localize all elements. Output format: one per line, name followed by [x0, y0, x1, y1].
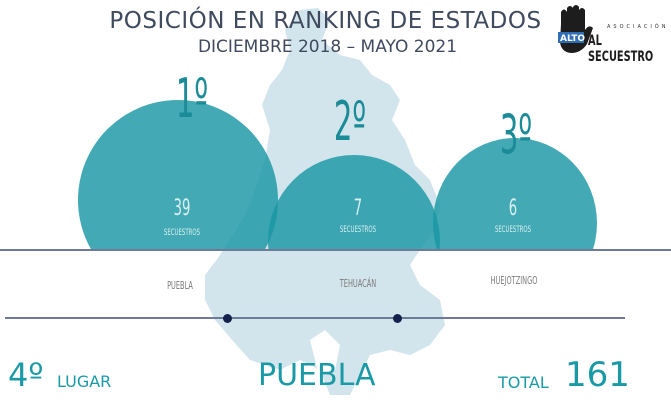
ranking-circles: 1º 2º 3º 39 7 6 SECUESTROS SECUESTROS SE… — [78, 67, 597, 250]
city-label-2: TEHUACÁN — [339, 277, 377, 290]
rank-label-1: 1º — [175, 67, 209, 130]
timeline-dot-2 — [393, 314, 402, 323]
state-name: PUEBLA — [258, 358, 376, 393]
timeline-line — [5, 317, 625, 319]
count-1: 39 — [173, 196, 191, 221]
unit-label-3: SECUESTROS — [494, 225, 532, 235]
city-label-1: PUEBLA — [167, 279, 193, 292]
place-label: LUGAR — [57, 372, 112, 391]
page-subtitle: DICIEMBRE 2018 – MAYO 2021 — [197, 37, 458, 57]
unit-label-1: SECUESTROS — [163, 228, 201, 238]
logo-alto-text: ALTO — [560, 34, 585, 44]
rank-label-3: 3º — [499, 103, 533, 166]
unit-label-2: SECUESTROS — [339, 225, 377, 235]
logo-association-text: ASOCIACIÓN — [607, 24, 669, 30]
count-2: 7 — [353, 196, 363, 221]
timeline-dot-1 — [223, 314, 232, 323]
baseline-divider — [0, 249, 671, 251]
total-label: TOTAL — [498, 373, 549, 392]
hand-stop-icon: ALTO — [558, 5, 593, 53]
place-number: 4º — [8, 356, 44, 394]
total-value: 161 — [565, 355, 630, 395]
page-title: POSICIÓN EN RANKING DE ESTADOS — [109, 8, 542, 34]
count-3: 6 — [508, 196, 518, 221]
logo-main-text: AL SECUESTRO — [588, 33, 654, 65]
rank-label-2: 2º — [333, 90, 367, 153]
ranking-circle-1 — [78, 100, 278, 250]
city-label-3: HUEJOTZINGO — [490, 274, 538, 287]
alto-al-secuestro-logo: ALTO ASOCIACIÓN AL SECUESTRO — [555, 4, 670, 65]
